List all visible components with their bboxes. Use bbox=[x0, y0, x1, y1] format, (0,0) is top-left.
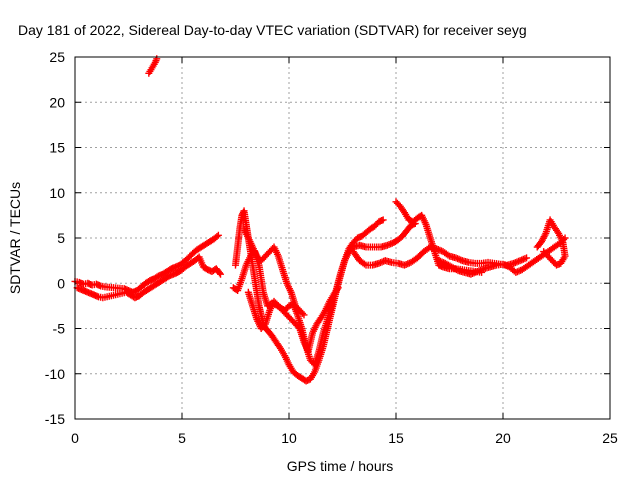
x-axis-label: GPS time / hours bbox=[287, 458, 394, 474]
data-point bbox=[523, 254, 531, 262]
series-track-g bbox=[349, 243, 531, 269]
data-point bbox=[541, 231, 549, 239]
x-tick-label: 25 bbox=[602, 430, 618, 446]
series-track-f bbox=[240, 225, 308, 319]
series-track-a bbox=[71, 231, 222, 296]
data-point bbox=[452, 266, 460, 274]
y-tick-label: 10 bbox=[49, 185, 65, 201]
y-tick-label: 0 bbox=[57, 275, 65, 291]
x-tick-label: 15 bbox=[388, 430, 404, 446]
data-point bbox=[444, 251, 452, 259]
y-tick-label: 15 bbox=[49, 140, 65, 156]
y-tick-label: -5 bbox=[53, 321, 66, 337]
data-point bbox=[360, 260, 368, 268]
series-track-j bbox=[533, 216, 569, 269]
y-tick-label: 20 bbox=[49, 94, 65, 110]
grid bbox=[75, 57, 610, 419]
data-point bbox=[215, 269, 223, 277]
data-point bbox=[333, 285, 341, 293]
x-tick-label: 20 bbox=[495, 430, 511, 446]
data-point bbox=[334, 284, 342, 292]
data-point bbox=[379, 216, 387, 224]
data-point bbox=[214, 231, 222, 239]
chart-title: Day 181 of 2022, Sidereal Day-to-day VTE… bbox=[18, 22, 527, 38]
x-tick-label: 10 bbox=[281, 430, 297, 446]
y-tick-label: -10 bbox=[45, 366, 65, 382]
series-track-c bbox=[232, 207, 387, 385]
data-point bbox=[300, 311, 308, 319]
series-track-e bbox=[244, 284, 342, 355]
series-track-b bbox=[73, 253, 225, 302]
plot-frame bbox=[74, 56, 611, 420]
y-tick-label: 25 bbox=[49, 49, 65, 65]
data-point bbox=[213, 232, 221, 240]
x-tick-label: 0 bbox=[71, 430, 79, 446]
data-point bbox=[299, 309, 307, 317]
data-point bbox=[217, 270, 225, 278]
data-point bbox=[540, 248, 548, 256]
y-tick-label: 5 bbox=[57, 230, 65, 246]
series-early-arc bbox=[145, 55, 161, 77]
series-track-i bbox=[435, 234, 569, 278]
y-axis-label: SDTVAR / TECUs bbox=[7, 182, 23, 294]
y-tick-label: -15 bbox=[45, 411, 65, 427]
data-point bbox=[153, 55, 161, 63]
ticks: 0 5 10 15 20 25 -15 -10 -5 0 5 10 15 20 25 bbox=[45, 49, 618, 446]
data-points bbox=[71, 55, 569, 385]
x-tick-label: 5 bbox=[178, 430, 186, 446]
data-point bbox=[541, 249, 549, 257]
